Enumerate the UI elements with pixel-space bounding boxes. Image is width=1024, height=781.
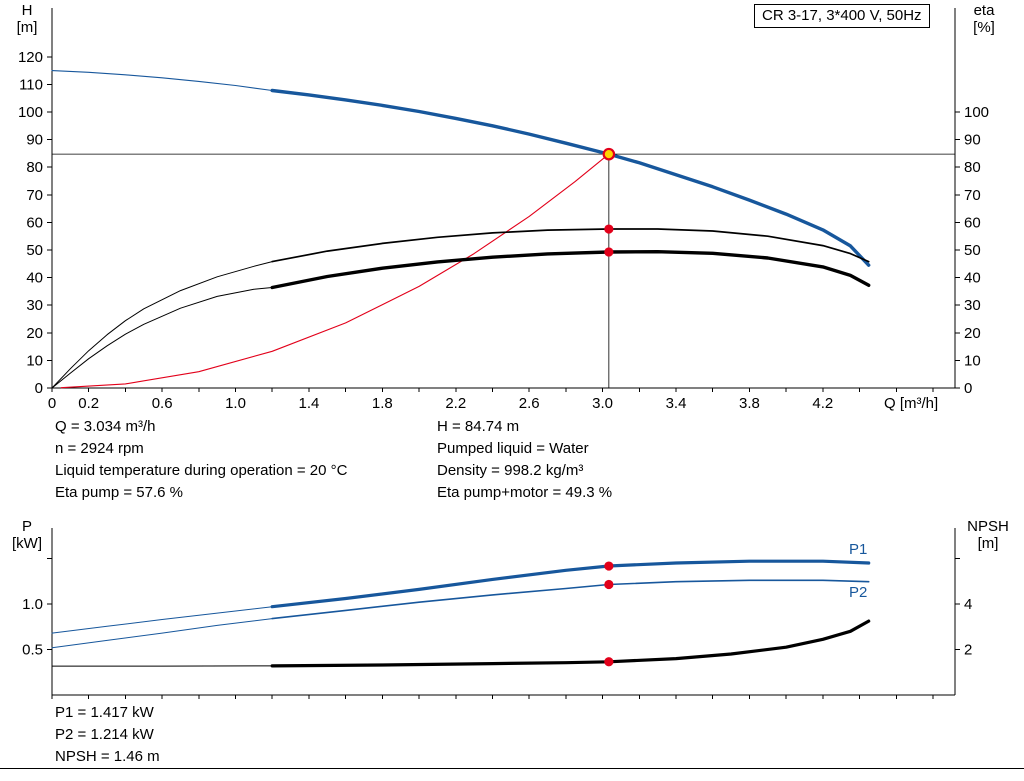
p1-thin-curve	[51, 606, 273, 634]
svg-text:4: 4	[964, 596, 972, 613]
svg-text:110: 110	[19, 76, 43, 93]
svg-text:50: 50	[964, 242, 981, 259]
result-p1: P1 = 1.417 kW	[55, 704, 154, 721]
p-axis-label-line1: P	[21, 518, 32, 535]
svg-text:70: 70	[964, 187, 981, 204]
h-axis-label-line2: [m]	[16, 19, 38, 36]
svg-text:40: 40	[964, 270, 981, 287]
result-head: H = 84.74 m	[437, 418, 520, 435]
result-eta-pump-motor: Eta pump+motor = 49.3 %	[437, 484, 613, 501]
result-eta-pump: Eta pump = 57.6 %	[55, 484, 183, 501]
svg-text:30: 30	[26, 297, 43, 314]
eta-axis-label: eta [%]	[958, 2, 1010, 36]
svg-text:50: 50	[26, 242, 43, 259]
npsh-axis-label-line2: [m]	[977, 535, 999, 552]
svg-text:10: 10	[26, 352, 43, 369]
svg-text:1.0: 1.0	[22, 596, 43, 613]
svg-text:0: 0	[48, 395, 56, 412]
svg-text:80: 80	[964, 159, 981, 176]
svg-text:70: 70	[26, 187, 43, 204]
svg-text:2.6: 2.6	[519, 395, 540, 412]
svg-text:4.2: 4.2	[812, 395, 833, 412]
svg-text:10: 10	[964, 352, 981, 369]
duty-value-dot	[604, 224, 614, 234]
svg-text:3.4: 3.4	[666, 395, 687, 412]
p-axis-label-line2: [kW]	[12, 535, 42, 552]
result-density: Density = 998.2 kg/m³	[437, 462, 584, 479]
system-curve-curve	[60, 153, 610, 389]
q-axis-label: Q [m³/h]	[884, 395, 939, 412]
svg-text:0.6: 0.6	[152, 395, 173, 412]
duty-value-dot	[604, 561, 614, 571]
qh-range-thin-curve	[51, 70, 273, 92]
svg-text:30: 30	[964, 297, 981, 314]
npsh-curve	[270, 619, 871, 668]
svg-text:20: 20	[26, 325, 43, 342]
h-axis-label-line1: H	[21, 2, 33, 19]
svg-text:90: 90	[964, 132, 981, 149]
p1-curve	[270, 559, 871, 609]
eta-axis-label-line2: [%]	[973, 19, 995, 36]
svg-text:100: 100	[964, 104, 989, 121]
svg-text:0.5: 0.5	[22, 641, 43, 658]
svg-text:100: 100	[18, 104, 43, 121]
svg-text:3.8: 3.8	[739, 395, 760, 412]
result-q: Q = 3.034 m³/h	[55, 418, 156, 435]
pump-title-box: CR 3-17, 3*400 V, 50Hz	[754, 4, 930, 28]
svg-text:20: 20	[964, 325, 981, 342]
svg-text:80: 80	[26, 159, 43, 176]
svg-text:2.2: 2.2	[445, 395, 466, 412]
svg-text:0: 0	[964, 380, 972, 397]
duty-value-dot	[604, 579, 614, 590]
svg-text:60: 60	[26, 214, 43, 231]
svg-text:1.0: 1.0	[225, 395, 246, 412]
p-axis-label: P [kW]	[4, 518, 50, 552]
result-pumped-liquid: Pumped liquid = Water	[437, 440, 589, 457]
svg-text:90: 90	[26, 132, 43, 149]
svg-text:1.4: 1.4	[299, 395, 320, 412]
footer-rule	[0, 768, 1024, 769]
qh-main-curve	[270, 88, 871, 267]
npsh-axis-label-line1: NPSH	[967, 518, 1009, 535]
svg-text:3.0: 3.0	[592, 395, 613, 412]
svg-text:60: 60	[964, 214, 981, 231]
result-p2: P2 = 1.214 kW	[55, 726, 154, 743]
svg-text:2: 2	[964, 641, 972, 658]
p2-curve-label: P2	[849, 584, 868, 601]
eta-pump-motor-thin-curve	[51, 287, 273, 389]
result-liquid-temp: Liquid temperature during operation = 20…	[55, 462, 348, 479]
p2-thin-curve	[51, 618, 273, 649]
duty-point-marker	[602, 147, 616, 161]
eta-axis-label-line1: eta	[973, 2, 995, 19]
svg-text:40: 40	[26, 270, 43, 287]
npsh-axis-label: NPSH [m]	[958, 518, 1018, 552]
svg-text:0: 0	[35, 380, 43, 397]
svg-text:1.8: 1.8	[372, 395, 393, 412]
eta-pump-thin-curve	[51, 261, 273, 389]
result-npsh: NPSH = 1.46 m	[55, 748, 160, 765]
duty-value-dot	[604, 247, 614, 257]
svg-text:120: 120	[18, 49, 43, 66]
result-speed: n = 2924 rpm	[55, 440, 144, 457]
p1-curve-label: P1	[849, 541, 868, 558]
p2-curve	[271, 579, 870, 620]
duty-value-dot	[604, 657, 614, 667]
svg-text:0.2: 0.2	[78, 395, 99, 412]
h-axis-label: H [m]	[6, 2, 48, 36]
